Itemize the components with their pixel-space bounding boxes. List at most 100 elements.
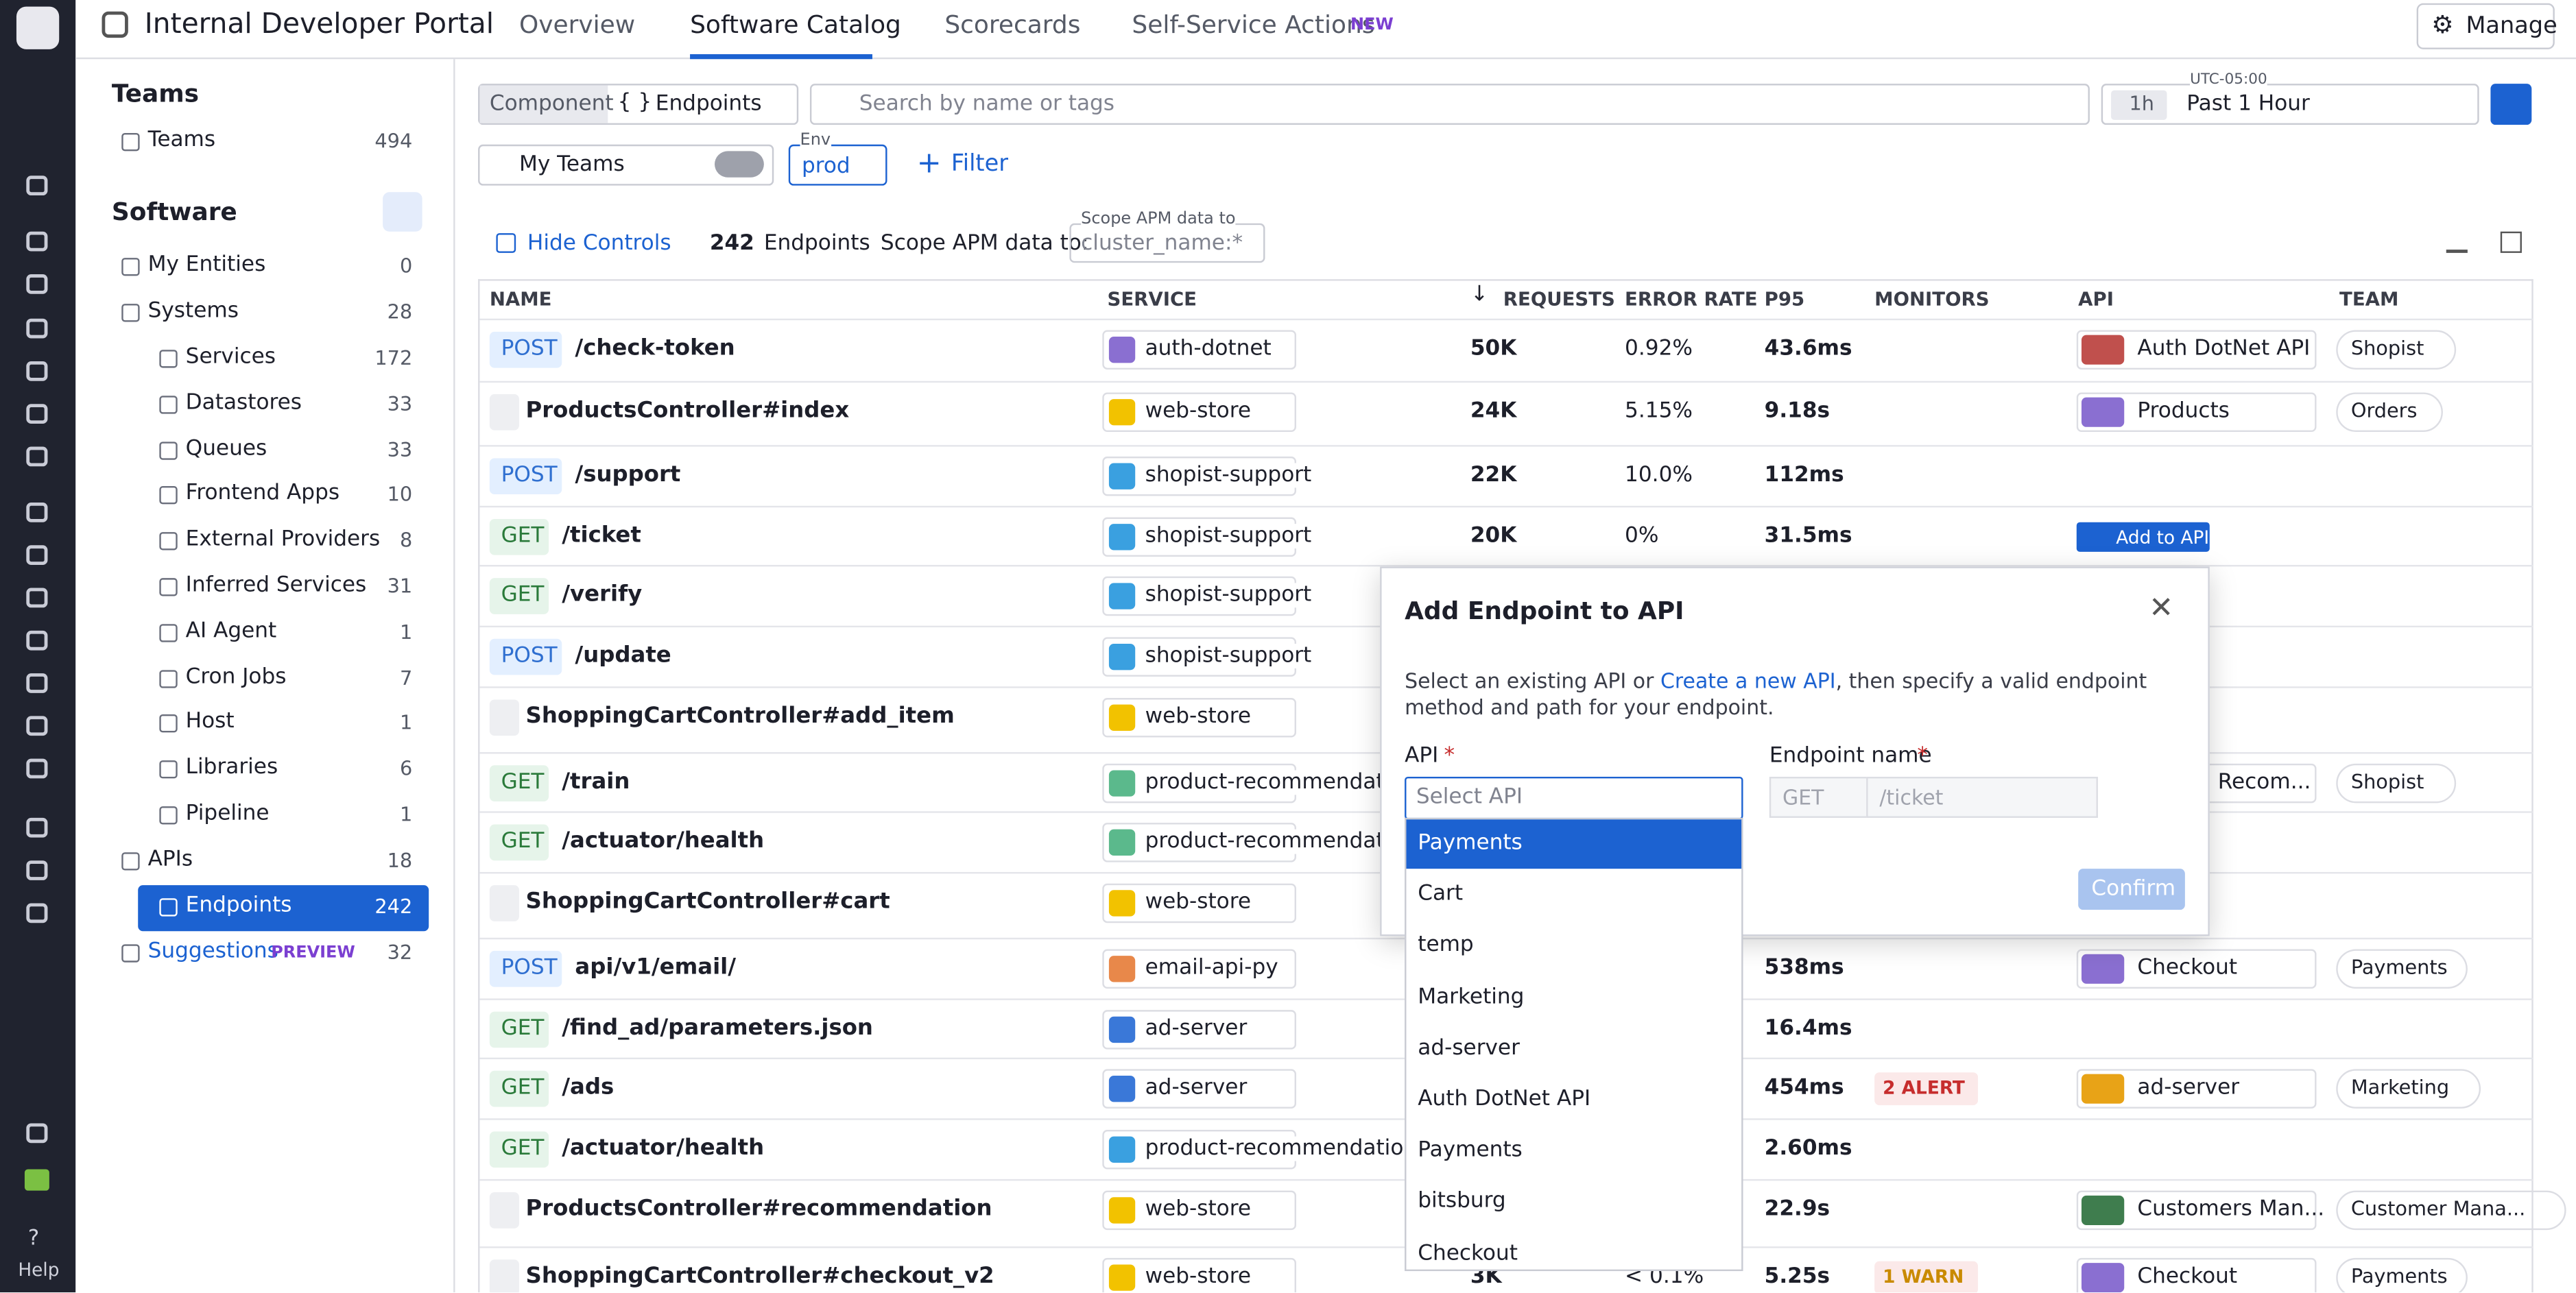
service-name[interactable]: shopist-support [1145,524,1312,549]
dropdown-option[interactable]: Marketing [1418,984,1525,1010]
env-value[interactable]: prod [801,154,850,180]
team[interactable]: Payments [2350,1264,2448,1288]
dropdown-option[interactable]: Cart [1418,882,1464,907]
endpoint-name[interactable]: api/v1/email/ [575,954,737,981]
help-icon[interactable]: ? [27,1226,40,1252]
endpoint-name[interactable]: /verify [562,581,643,608]
hide-controls[interactable]: Hide Controls [527,231,671,256]
selector-value[interactable]: Endpoints [655,92,762,117]
manage-label[interactable]: Manage [2466,13,2557,40]
team[interactable]: Customer Mana... [2350,1197,2526,1220]
team[interactable]: Payments [2350,956,2448,979]
endpoint-name[interactable]: /update [575,642,671,668]
nav-tab[interactable]: Software Catalog [690,10,901,40]
team[interactable]: Shopist [2350,770,2424,793]
nav-item[interactable]: Host [185,710,235,735]
nav-tab[interactable]: Overview [518,10,636,40]
service-name[interactable]: auth-dotnet [1145,337,1272,361]
close-button[interactable]: ✕ [2149,591,2174,626]
column-header[interactable]: TEAM [2339,287,2399,311]
endpoint-name[interactable]: /ticket [562,522,641,549]
rail-icon[interactable] [26,716,48,736]
service-name[interactable]: product-recommendation-lit [1145,1136,1445,1161]
nav-item[interactable]: Datastores [185,390,302,415]
api-placeholder[interactable]: Select API [1416,785,1523,810]
column-header[interactable]: MONITORS [1874,287,1990,311]
dropdown-option[interactable]: ad-server [1418,1036,1520,1061]
nav-item[interactable]: Inferred Services [185,572,367,598]
my-teams-box[interactable] [478,144,774,186]
api-name[interactable]: ad-server [2137,1075,2240,1100]
rail-icon[interactable] [26,817,48,838]
service-name[interactable]: web-store [1145,1197,1252,1222]
endpoint-name[interactable]: /check-token [575,335,735,361]
api-select[interactable] [1405,777,1743,820]
pause-button[interactable] [2490,84,2532,125]
api-name[interactable]: Customers Man... [2137,1197,2325,1222]
rail-icon[interactable] [26,588,48,608]
endpoint-name[interactable]: /actuator/health [562,827,765,854]
rail-icon[interactable] [26,318,48,339]
nav-item[interactable]: Systems [147,298,239,324]
service-name[interactable]: web-store [1145,704,1252,729]
nav-item[interactable]: Cron Jobs [185,664,287,690]
filter-button[interactable]: Filter [951,151,1008,178]
column-header[interactable]: REQUESTS [1503,287,1615,311]
time-box[interactable] [2101,84,2479,125]
api-name[interactable]: Auth DotNet API [2137,337,2311,361]
service-name[interactable]: shopist-support [1145,463,1312,488]
time-range[interactable]: Past 1 Hour [2186,92,2310,117]
endpoint-name[interactable]: ShoppingCartController#cart [525,888,890,915]
rail-icon[interactable] [26,1123,48,1144]
nav-item[interactable]: AI Agent [185,618,277,644]
nav-item[interactable]: Pipeline [185,801,270,826]
service-name[interactable]: web-store [1145,890,1252,915]
search-box[interactable] [809,84,2090,125]
add-to-api[interactable]: Add to API [2116,527,2210,549]
service-name[interactable]: product-recommendation [1145,829,1418,854]
dropdown-option[interactable]: Payments [1418,831,1523,856]
columns-icon[interactable] [2500,231,2522,253]
nav-tab[interactable]: Scorecards [944,10,1081,40]
column-header[interactable]: SERVICE [1107,287,1197,311]
help-label[interactable]: Help [18,1259,60,1281]
rail-icon[interactable] [26,545,48,566]
service-name[interactable]: ad-server [1145,1016,1248,1041]
nav-tab[interactable]: Self-Service Actions [1132,10,1375,40]
software-settings[interactable] [383,192,422,232]
service-name[interactable]: web-store [1145,399,1252,424]
api-name[interactable]: Checkout [2137,1264,2238,1290]
endpoint-name[interactable]: /actuator/health [562,1135,765,1161]
nav-item[interactable]: Libraries [185,756,278,781]
column-header[interactable]: API [2078,287,2114,311]
search-placeholder[interactable]: Search by name or tags [859,92,1115,117]
dropdown-option[interactable]: Checkout [1418,1240,1518,1266]
endpoint-name[interactable]: ShoppingCartController#checkout_v2 [525,1263,994,1290]
download-icon[interactable] [2446,232,2468,253]
confirm-button[interactable] [2078,869,2185,910]
service-name[interactable]: email-api-py [1145,956,1278,981]
nav-item[interactable]: My Entities [147,252,266,278]
api-name[interactable]: Recom... [2217,770,2311,795]
endpoint-name[interactable]: /find_ad/parameters.json [562,1015,873,1041]
method-select[interactable] [1769,777,1868,818]
kind-select[interactable] [478,84,799,125]
rail-icon[interactable] [26,274,48,294]
toggle[interactable] [714,151,764,178]
nav-item[interactable]: APIs [147,847,193,872]
rail-icon[interactable] [26,361,48,381]
service-name[interactable]: product-recommendation [1145,770,1418,795]
nav-item[interactable]: External Providers [185,527,381,553]
rail-icon[interactable] [26,860,48,880]
api-name[interactable]: Checkout [2137,956,2238,981]
team[interactable]: Orders [2350,399,2418,422]
monitor[interactable]: 2 ALERT [1883,1077,1965,1099]
nav-item[interactable]: Suggestions [147,939,278,964]
scope-value[interactable]: cluster_name:* [1081,231,1243,256]
rail-icon[interactable] [26,231,48,252]
endpoint-name[interactable]: /ads [562,1074,615,1100]
service-name[interactable]: shopist-support [1145,583,1312,608]
api-name[interactable]: Products [2137,399,2230,424]
confirm-label[interactable]: Confirm [2091,877,2176,902]
service-name[interactable]: web-store [1145,1264,1252,1290]
